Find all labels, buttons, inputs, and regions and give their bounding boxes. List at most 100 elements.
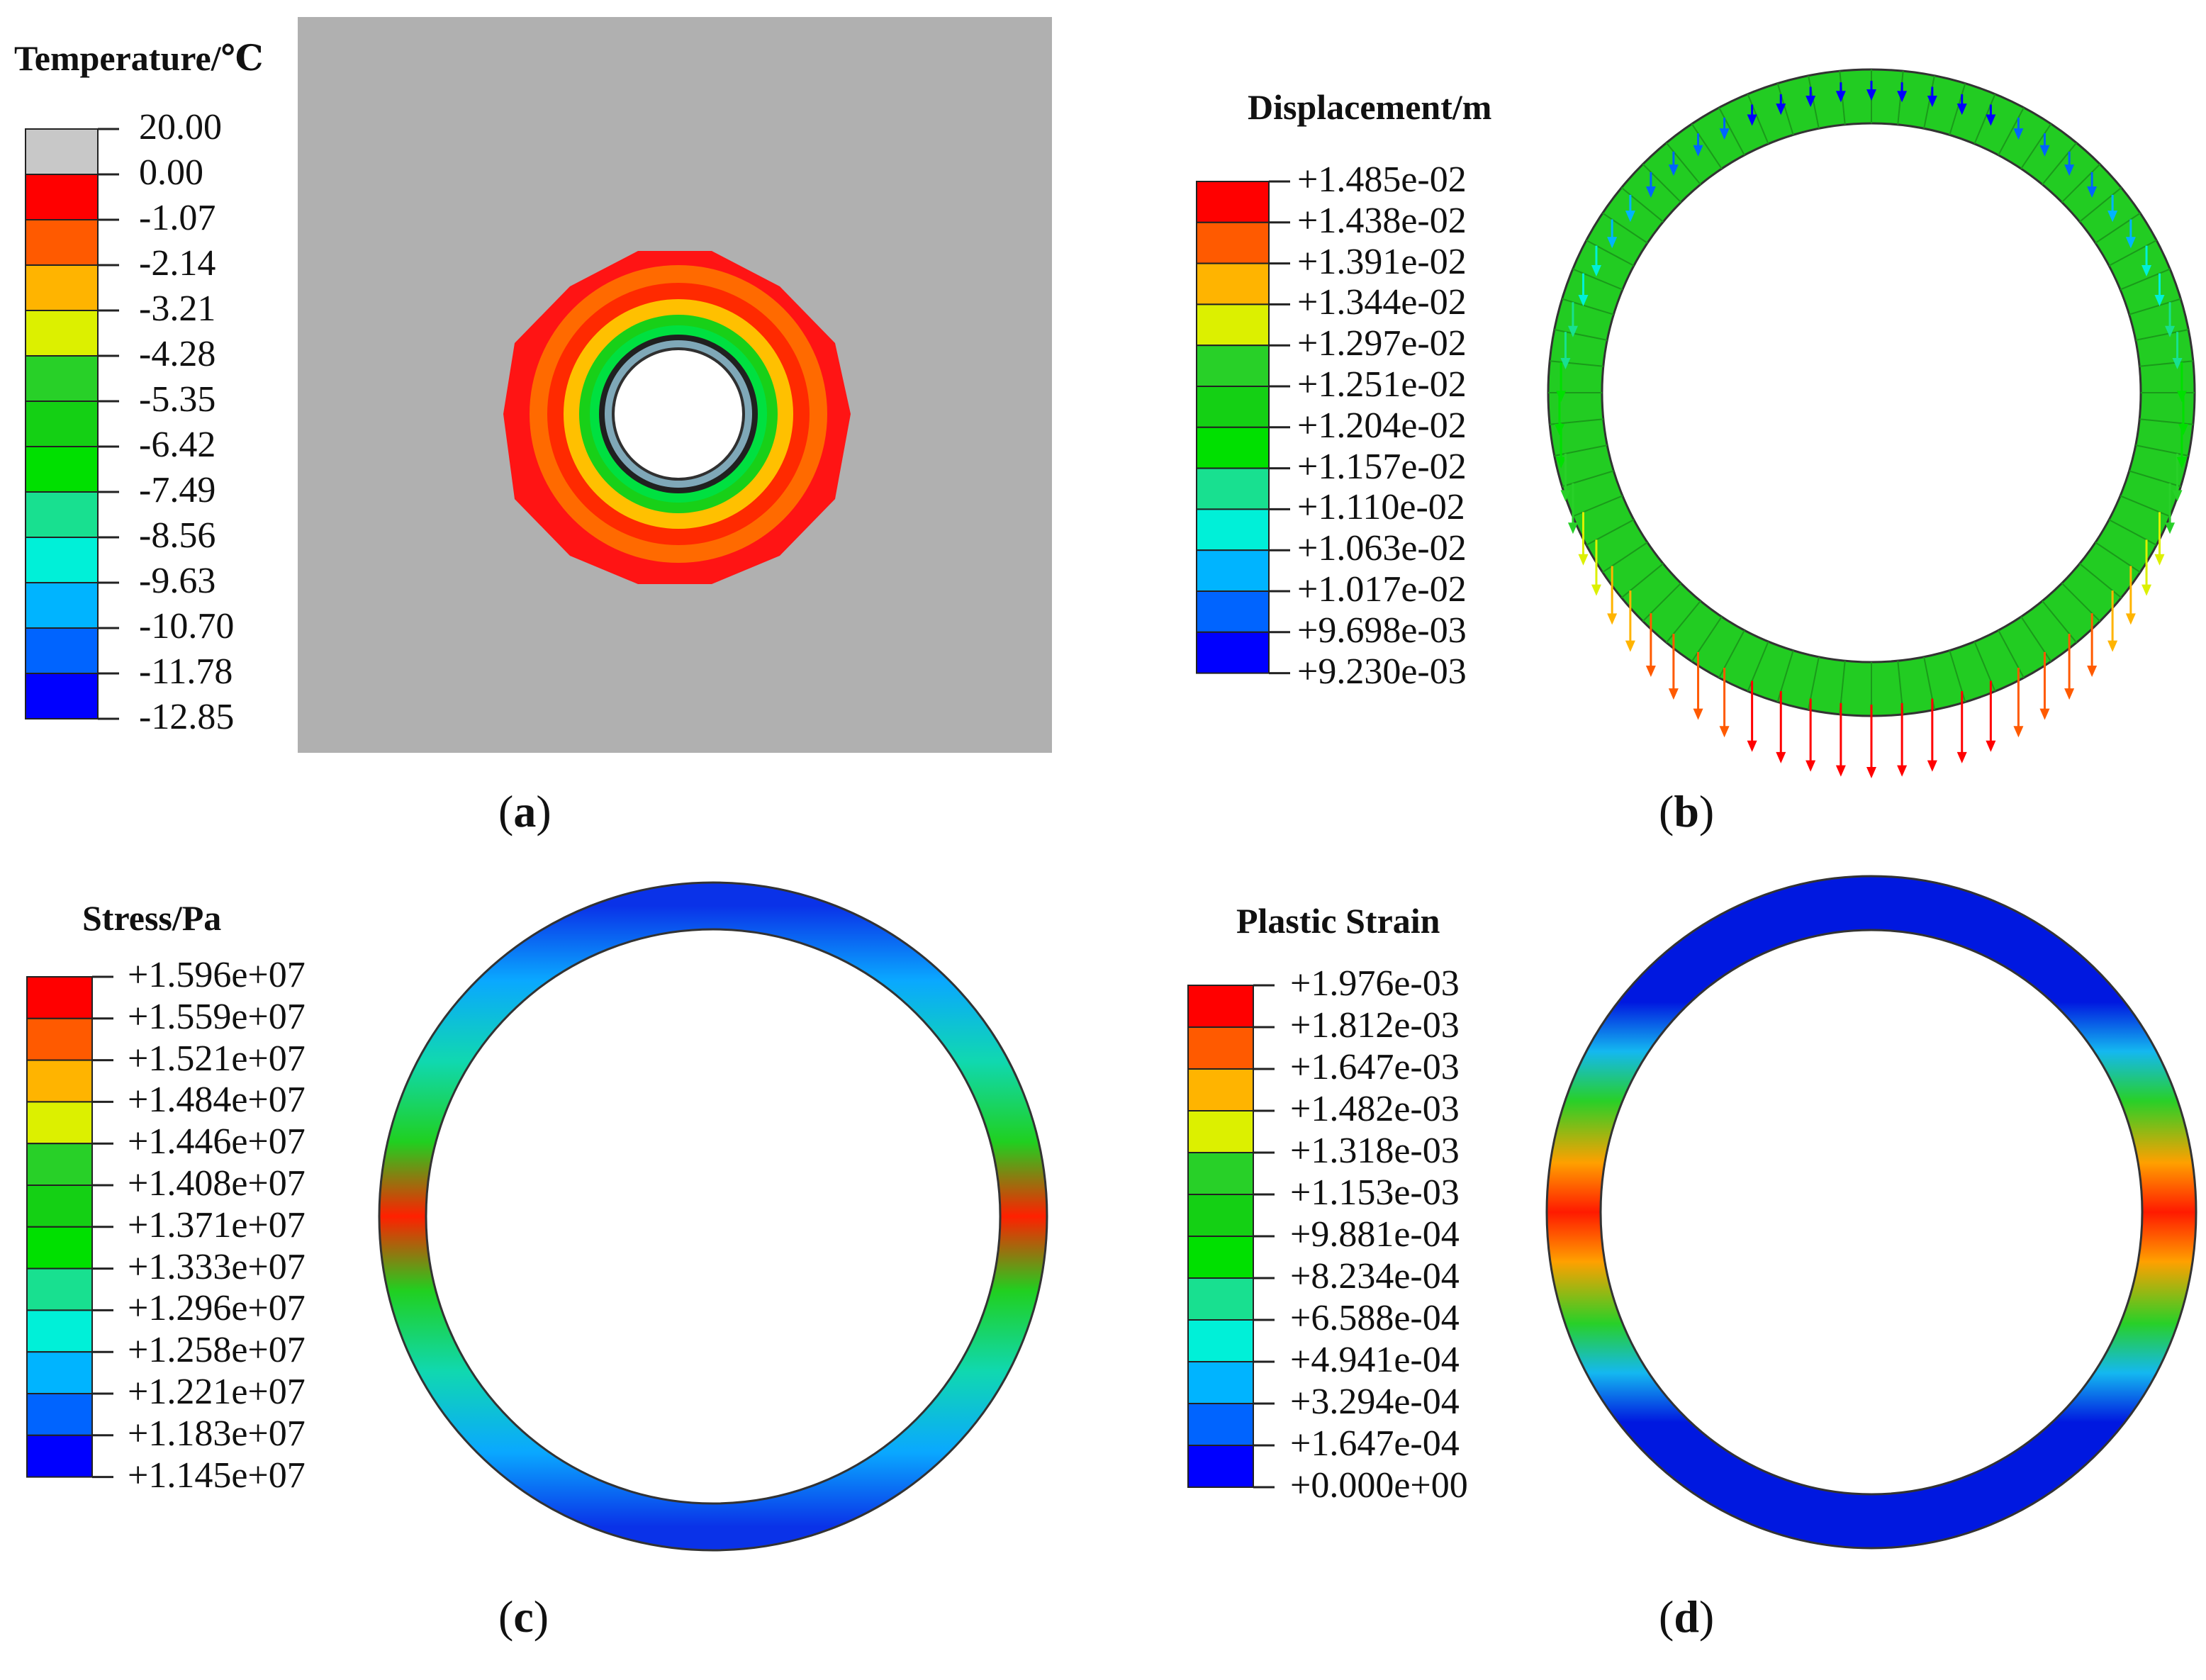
legend-swatch-d — [1187, 1194, 1254, 1237]
legend-label-b: +9.698e-03 — [1297, 610, 1467, 651]
legend-swatch-d — [1187, 1403, 1254, 1446]
displacement-arrow — [2172, 453, 2183, 502]
legend-label-b: +1.485e-02 — [1297, 159, 1467, 200]
ring-segment-line — [1642, 163, 1682, 203]
legend-label-d: +9.881e-04 — [1290, 1214, 1460, 1255]
displacement-arrow — [2039, 133, 2050, 157]
legend-label-c: +1.408e+07 — [128, 1163, 306, 1204]
displacement-arrow — [1776, 691, 1786, 763]
legend-swatch-d — [1187, 1068, 1254, 1111]
legend-label-c: +1.333e+07 — [128, 1246, 306, 1287]
displacement-arrow — [2013, 668, 2024, 738]
legend-label-a: -11.78 — [139, 651, 233, 692]
legend-title-d: Plastic Strain — [1236, 901, 1440, 941]
legend-label-c: +1.258e+07 — [128, 1330, 306, 1371]
legend-label-b: +1.110e-02 — [1297, 487, 1465, 528]
ring-segment-line — [2108, 240, 2157, 267]
legend-swatch-c — [26, 1101, 93, 1145]
legend-swatch-d — [1187, 1236, 1254, 1279]
legend-swatch-d — [1187, 1110, 1254, 1153]
ring-segment-line — [1602, 542, 1648, 573]
legend-swatch-a — [25, 355, 99, 402]
legend-label-a: -12.85 — [139, 697, 235, 737]
displacement-arrow — [2172, 332, 2183, 369]
ring-segment-line — [1642, 582, 1682, 622]
displacement-arrow — [1805, 86, 1816, 107]
legend-label-d: +1.647e-04 — [1290, 1423, 1460, 1464]
legend-label-d: +1.482e-03 — [1290, 1089, 1460, 1129]
displacement-arrow — [1956, 691, 1967, 763]
legend-label-d: +1.647e-03 — [1290, 1047, 1460, 1087]
ring-segment-line — [1923, 75, 1935, 129]
displacement-arrow — [2087, 172, 2098, 198]
displacement-arrow — [1693, 651, 1703, 720]
ring-segment-line — [1949, 83, 1966, 135]
ring-segment-line — [2079, 186, 2122, 223]
legend-label-c: +1.296e+07 — [128, 1288, 306, 1329]
displacement-arrow — [1986, 681, 1996, 752]
ring-segment-line — [1998, 629, 2025, 678]
ring-segment-line — [1562, 470, 1614, 488]
ring-segment-line — [2129, 470, 2181, 488]
ring-segment-line — [1973, 94, 1996, 145]
temperature-field-plot — [298, 17, 1052, 753]
legend-label-b: +1.438e-02 — [1297, 200, 1467, 241]
legend-label-d: +4.941e-04 — [1290, 1340, 1460, 1380]
ring-segment-line — [2079, 563, 2122, 599]
legend-swatch-b — [1196, 262, 1270, 306]
legend-swatch-b — [1196, 508, 1270, 551]
legend-label-b: +1.297e-02 — [1297, 323, 1467, 364]
ring-segment-line — [2020, 616, 2052, 662]
ring-segment-line — [2135, 444, 2189, 457]
legend-swatch-b — [1196, 221, 1270, 264]
displacement-arrow — [1835, 702, 1846, 777]
legend-swatch-a — [25, 310, 99, 357]
legend-swatch-b — [1196, 426, 1270, 469]
legend-label-a: -2.14 — [139, 243, 216, 284]
displacement-arrow — [1805, 698, 1816, 772]
ring-segment-line — [2135, 329, 2189, 341]
ring-segment-line — [1718, 107, 1745, 156]
legend-swatch-a — [25, 174, 99, 220]
ring-segment-line — [2120, 268, 2171, 291]
displacement-arrow — [1897, 82, 1908, 103]
legend-label-a: -7.49 — [139, 470, 216, 510]
plastic-strain-ring — [1547, 876, 2196, 1548]
displacement-arrow — [1625, 590, 1635, 652]
legend-label-a: -4.28 — [139, 334, 216, 374]
caption-b: (b) — [1659, 786, 1715, 836]
legend-colorbar-b — [1196, 180, 1290, 675]
legend-colorbar-c — [26, 975, 113, 1479]
displacement-arrow — [1560, 332, 1571, 369]
displacement-arrow — [1668, 151, 1679, 177]
ring-segment-line — [1747, 94, 1769, 145]
legend-title-c: Stress/Pa — [82, 898, 222, 938]
ring-segment-line — [2139, 360, 2193, 367]
plastic-strain-ring-plot — [1545, 875, 2197, 1550]
displacement-arrow — [2165, 483, 2176, 534]
legend-swatch-d — [1187, 1361, 1254, 1404]
legend-label-d: +1.318e-03 — [1290, 1131, 1460, 1171]
displacement-arrow — [1591, 539, 1601, 596]
ring-segment-line — [2020, 123, 2052, 169]
legend-swatch-a — [25, 627, 99, 674]
displacement-arrow — [1866, 81, 1876, 101]
displacement-arrow — [1927, 86, 1937, 107]
stress-ring — [379, 883, 1047, 1550]
ring-segment-line — [1808, 75, 1820, 129]
ring-segment-line — [1572, 268, 1623, 291]
displacement-arrow — [1866, 705, 1876, 778]
legend-swatch-b — [1196, 467, 1270, 510]
legend-label-d: +3.294e-04 — [1290, 1382, 1460, 1422]
legend-swatch-a — [25, 537, 99, 583]
displacement-arrow — [1645, 613, 1656, 677]
legend-swatch-c — [26, 1267, 93, 1311]
displacement-arrow — [1719, 117, 1730, 140]
legend-colorbar-d — [1187, 984, 1275, 1489]
legend-label-c: +1.484e+07 — [128, 1080, 306, 1121]
legend-swatch-c — [26, 1143, 93, 1186]
legend-label-a: -10.70 — [139, 606, 235, 646]
legend-title-b: Displacement/m — [1248, 87, 1492, 127]
legend-label-a: -8.56 — [139, 515, 216, 556]
displacement-arrow — [1897, 702, 1908, 777]
